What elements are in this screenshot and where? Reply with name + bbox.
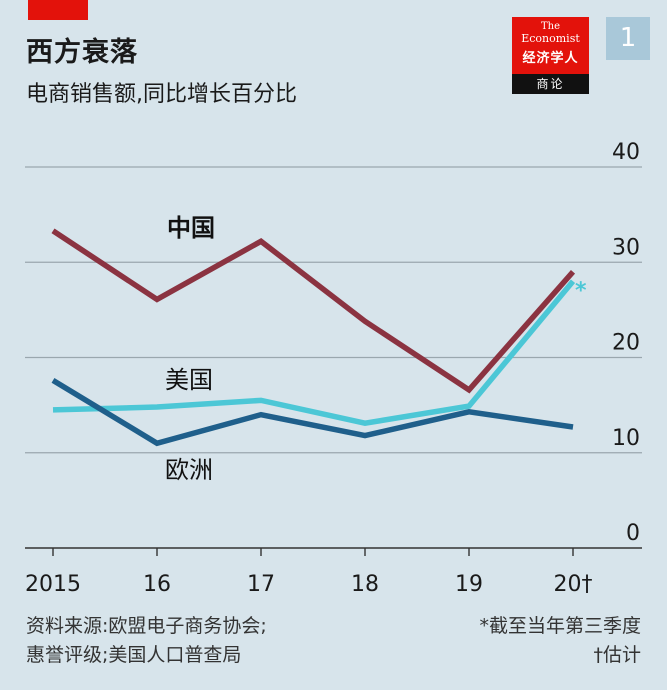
x-tick-label: 17 [247,572,275,597]
x-tick-label: 20† [554,572,593,597]
x-tick-label: 16 [143,572,171,597]
economist-logo: The Economist 经济学人 商论 [512,17,589,94]
y-tick-label: 30 [612,235,640,260]
chart-number-badge: 1 [606,17,650,60]
y-tick-label: 0 [626,521,640,546]
chart-subtitle: 电商销售额,同比增长百分比 [26,82,297,107]
source-line-2: 惠誉评级;美国人口普查局 [26,644,242,666]
x-tick-label: 2015 [25,572,81,597]
y-tick-label: 40 [612,140,640,165]
series-line-europe [51,378,574,447]
footnote-line-2: †估计 [593,644,641,666]
series-label-usa: 美国 [165,366,213,394]
source-note: 资料来源:欧盟电子商务协会; 惠誉评级;美国人口普查局 [26,612,267,670]
series-line-china [51,228,576,394]
logo-line-1: The [540,21,561,32]
y-tick-label: 20 [612,331,640,356]
logo-line-2: Economist [521,32,580,45]
logo-line-3: 经济学人 [522,51,579,66]
logo-red-block: The Economist 经济学人 [512,17,589,74]
series-line-usa [52,279,576,427]
x-tick-label: 18 [351,572,379,597]
brand-accent-tab [28,0,88,20]
footnote-line-1: *截至当年第三季度 [479,615,641,637]
chart-title: 西方衰落 [26,37,138,68]
logo-bottom-bar: 商论 [512,74,589,94]
series-label-china: 中国 [167,214,215,242]
series-label-europe: 欧洲 [165,456,213,484]
y-tick-label: 10 [612,426,640,451]
asterisk-annotation: * [575,278,587,303]
footnote: *截至当年第三季度 †估计 [479,612,641,670]
source-line-1: 资料来源:欧盟电子商务协会; [26,615,267,637]
x-tick-label: 19 [455,572,483,597]
